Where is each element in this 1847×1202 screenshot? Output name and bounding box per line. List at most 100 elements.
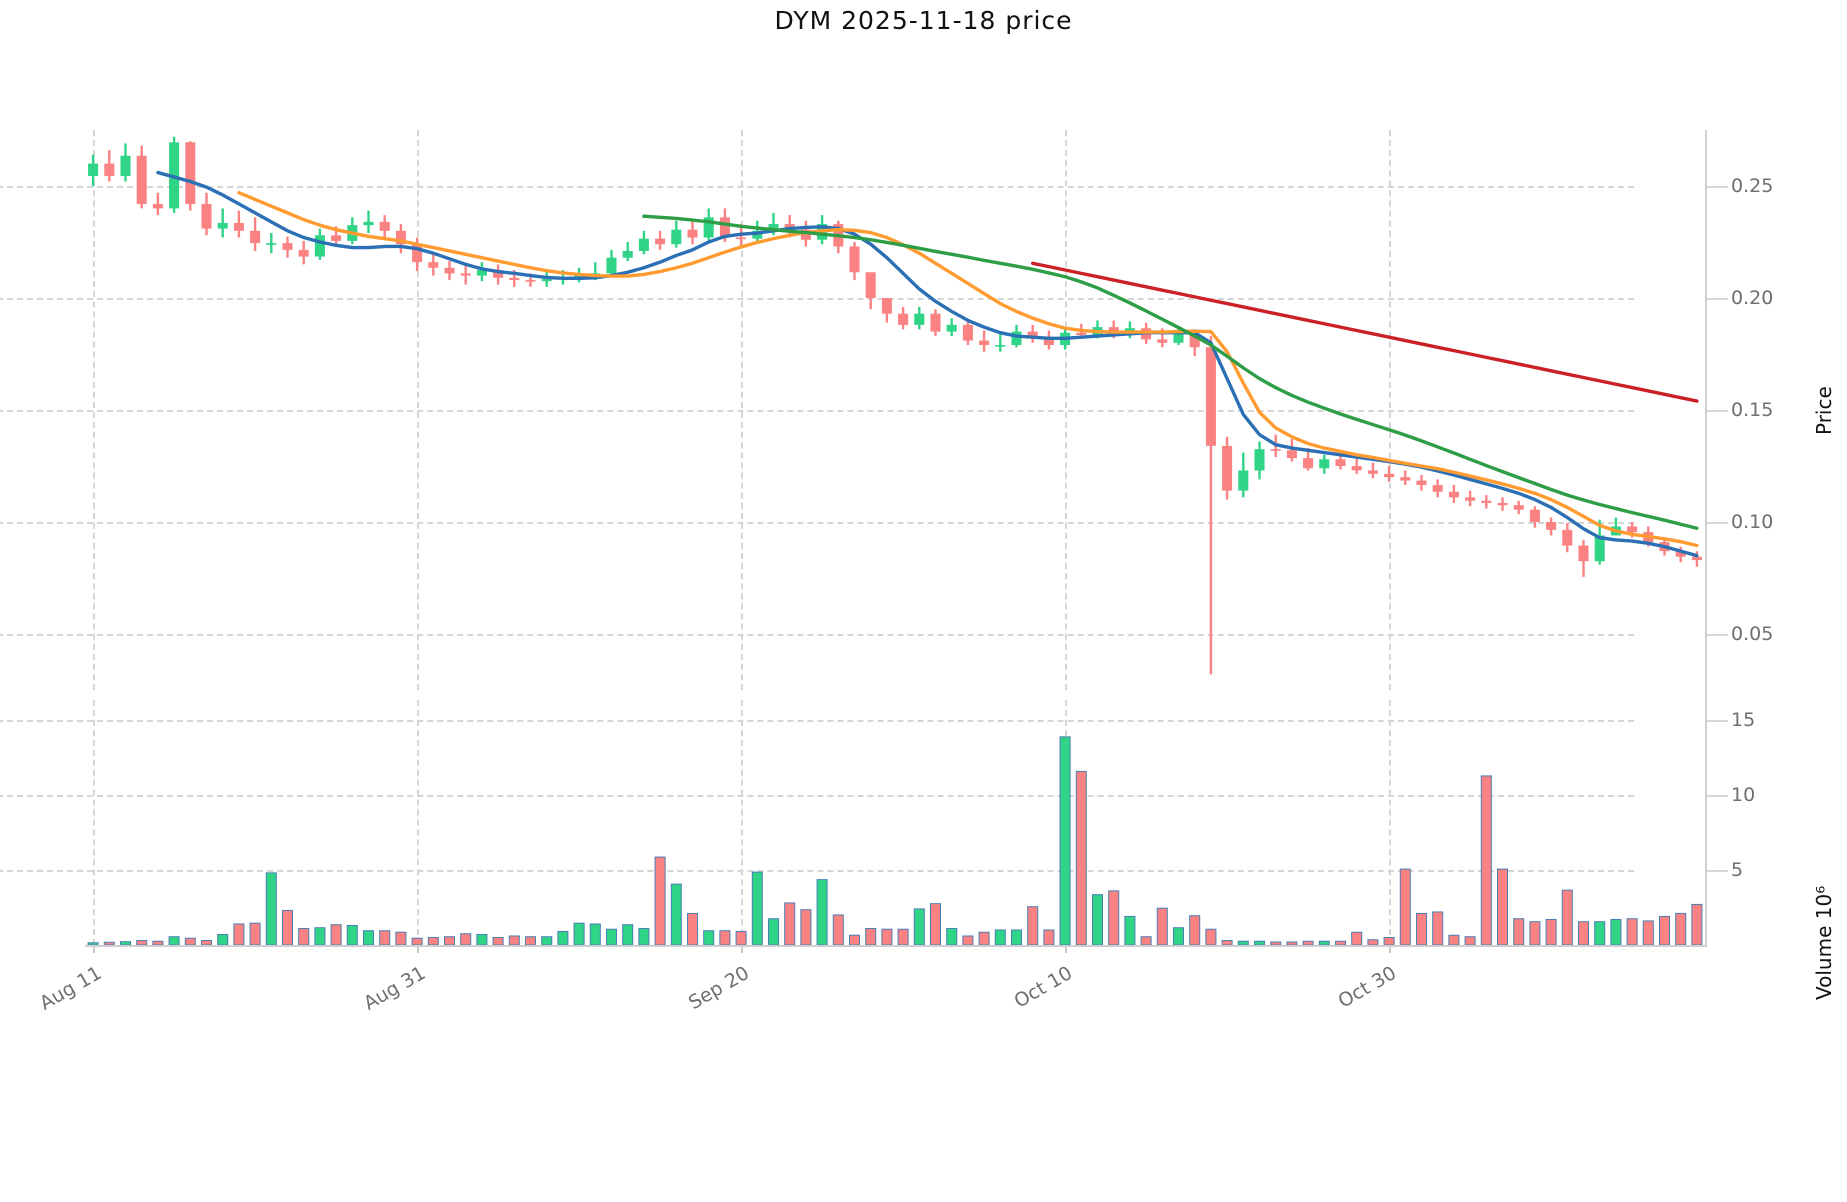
candlestick <box>979 330 990 352</box>
chart-title: DYM 2025-11-18 price <box>774 6 1073 35</box>
candle-body <box>800 229 811 240</box>
candle-body <box>881 298 892 314</box>
candle-body <box>1222 445 1233 491</box>
candlestick <box>1027 324 1038 343</box>
candlestick <box>88 154 99 186</box>
candle-body <box>460 273 471 276</box>
volume-bar <box>638 927 650 946</box>
candle-body <box>282 243 293 250</box>
volume-bar <box>1059 736 1071 946</box>
volume-bar <box>589 923 601 946</box>
candle-body <box>1465 497 1476 501</box>
volume-bar <box>524 936 537 946</box>
volume-bar <box>929 903 942 946</box>
candlestick <box>638 230 649 255</box>
volume-bar <box>87 942 99 946</box>
candle-body <box>898 313 909 325</box>
candlestick <box>1546 517 1557 536</box>
volume-bar <box>411 937 423 946</box>
volume-bar <box>1675 912 1687 946</box>
volume-bar <box>281 909 294 946</box>
volume-bar <box>767 918 780 946</box>
volume-bar <box>1302 940 1314 946</box>
candle-body <box>1675 551 1686 557</box>
volume-tick-label: 5 <box>1731 858 1744 881</box>
candlestick <box>314 228 325 260</box>
candle-body <box>1546 522 1557 530</box>
candle-body <box>1497 502 1508 506</box>
volume-bar <box>1626 918 1638 946</box>
candle-body <box>314 235 325 257</box>
candlestick <box>363 210 374 234</box>
x-gridline <box>1065 130 1068 690</box>
candlestick <box>1465 490 1476 507</box>
volume-bar <box>1594 921 1606 946</box>
candle-body <box>509 277 520 281</box>
price-gridline <box>0 522 1634 524</box>
candle-body <box>719 217 730 238</box>
candle-body <box>1254 449 1265 471</box>
x-tick-mark <box>1389 945 1392 953</box>
volume-bar <box>443 936 456 946</box>
candlestick <box>233 210 244 238</box>
x-tick-mark <box>1065 945 1068 953</box>
candle-body <box>395 230 406 245</box>
candlestick <box>136 145 147 209</box>
candlestick <box>687 220 698 245</box>
x-gridline <box>417 700 420 945</box>
candle-body <box>671 229 682 245</box>
volume-bar <box>654 856 666 946</box>
volume-bar <box>427 936 439 946</box>
volume-bar <box>1480 775 1492 946</box>
candle-body <box>217 222 228 229</box>
price-tick-label: 0.10 <box>1731 511 1774 533</box>
candlestick <box>379 215 390 238</box>
volume-bar <box>832 914 844 946</box>
volume-bar <box>1496 868 1509 946</box>
volume-bar <box>1140 936 1152 946</box>
price-tick-mark <box>1706 186 1728 188</box>
candle-body <box>476 270 487 276</box>
volume-bar <box>1432 911 1444 946</box>
volume-bar <box>1513 918 1525 946</box>
candlestick <box>282 236 293 258</box>
candle-body <box>1270 449 1281 451</box>
volume-bar <box>1318 940 1330 946</box>
volume-bar <box>330 924 342 946</box>
y-axis-spine <box>1705 130 1707 947</box>
candlestick <box>865 272 876 310</box>
volume-axis-title: Volume 10⁶ <box>1812 885 1836 1000</box>
candlestick <box>1222 436 1233 500</box>
x-gridline <box>93 700 96 945</box>
x-tick-label: Aug 11 <box>35 962 106 1015</box>
candle-body <box>1691 556 1702 561</box>
volume-bar <box>508 935 520 946</box>
x-tick-mark <box>93 945 96 953</box>
candle-body <box>266 243 277 245</box>
volume-bar <box>1658 915 1671 946</box>
volume-bar <box>1237 940 1249 946</box>
volume-tick-mark <box>1706 869 1728 872</box>
volume-bar <box>1156 907 1168 946</box>
volume-bar <box>1561 889 1573 946</box>
volume-bar <box>298 927 310 946</box>
candle-body <box>493 270 504 278</box>
candlestick <box>962 319 973 346</box>
candle-body <box>1286 450 1297 459</box>
volume-bar <box>605 928 618 946</box>
candle-body <box>946 324 957 332</box>
candlestick <box>1416 474 1427 491</box>
candlestick <box>493 264 504 285</box>
x-gridline <box>741 130 744 690</box>
price-tick-label: 0.20 <box>1731 287 1774 309</box>
x-gridline <box>741 700 744 945</box>
price-tick-mark <box>1706 634 1728 636</box>
candle-body <box>1481 500 1492 503</box>
price-panel <box>0 130 1705 690</box>
candle-body <box>1157 339 1168 343</box>
volume-bar <box>1529 921 1541 946</box>
candle-body <box>88 163 99 176</box>
candle-body <box>525 280 536 282</box>
candlestick <box>460 264 471 285</box>
candle-body <box>1335 459 1346 466</box>
